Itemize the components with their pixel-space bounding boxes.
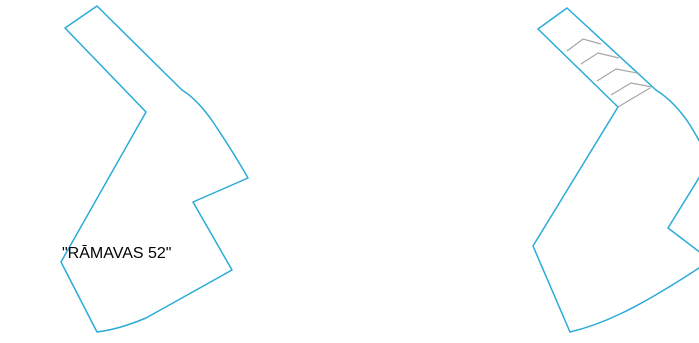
parcel-label-ramavas-52: "RĀMAVAS 52": [62, 245, 172, 262]
subdivision-line-3: [596, 68, 638, 82]
subdivision-line-1: [566, 38, 602, 52]
subdivision-line-4: [610, 82, 653, 96]
subdivision-line-2: [580, 52, 620, 65]
parcel-subdivision-lines: [566, 38, 653, 108]
subdivision-line-5: [617, 87, 651, 108]
parcel-outline-neighbor[interactable]: [532, 7, 699, 333]
parcel-outline-ramavas-52[interactable]: [60, 5, 249, 333]
